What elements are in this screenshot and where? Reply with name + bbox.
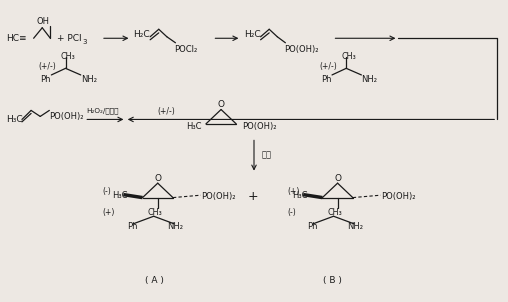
Text: HC≡: HC≡ [6,34,26,43]
Text: POCl₂: POCl₂ [174,45,197,54]
Text: (+): (+) [287,187,299,196]
Text: (+): (+) [102,207,114,217]
Text: NH₂: NH₂ [346,222,363,231]
Text: 拆分: 拆分 [262,150,272,159]
Text: H₃C: H₃C [292,191,307,200]
Text: NH₂: NH₂ [167,222,183,231]
Text: Ph: Ph [321,75,331,84]
Text: PO(OH)₂: PO(OH)₂ [381,191,416,201]
Text: OH: OH [36,17,49,26]
Text: CH₃: CH₃ [341,53,356,61]
Text: PO(OH)₂: PO(OH)₂ [242,122,277,131]
Text: + PCl: + PCl [57,34,82,43]
Text: (-): (-) [102,187,111,196]
Text: H₃C: H₃C [186,122,202,131]
Text: 3: 3 [83,40,87,46]
Text: +: + [247,190,258,203]
Text: NH₂: NH₂ [81,75,97,84]
Text: PO(OH)₂: PO(OH)₂ [201,191,236,201]
Text: H₂O₂/催化剂: H₂O₂/催化剂 [86,108,118,114]
Text: O: O [334,174,341,182]
Text: CH₃: CH₃ [60,53,75,61]
Text: CH₃: CH₃ [328,207,342,217]
Text: H₂C: H₂C [244,30,261,39]
Text: NH₂: NH₂ [361,75,377,84]
Text: (-): (-) [287,207,296,217]
Text: Ph: Ph [307,222,318,231]
Text: (+/-): (+/-) [320,62,338,71]
Text: Ph: Ph [128,222,138,231]
Text: O: O [217,100,225,109]
Text: PO(OH)₂: PO(OH)₂ [284,45,319,54]
Text: H₃C: H₃C [112,191,128,200]
Text: (+/-): (+/-) [39,62,56,71]
Text: CH₃: CH₃ [148,207,163,217]
Text: H₃C: H₃C [6,115,22,124]
Text: (+/-): (+/-) [158,108,175,116]
Text: O: O [154,174,161,182]
Text: ( A ): ( A ) [145,276,164,285]
Text: PO(OH)₂: PO(OH)₂ [49,112,83,121]
Text: H₂C: H₂C [134,30,150,39]
Text: ( B ): ( B ) [324,276,342,285]
Text: Ph: Ph [40,75,51,84]
